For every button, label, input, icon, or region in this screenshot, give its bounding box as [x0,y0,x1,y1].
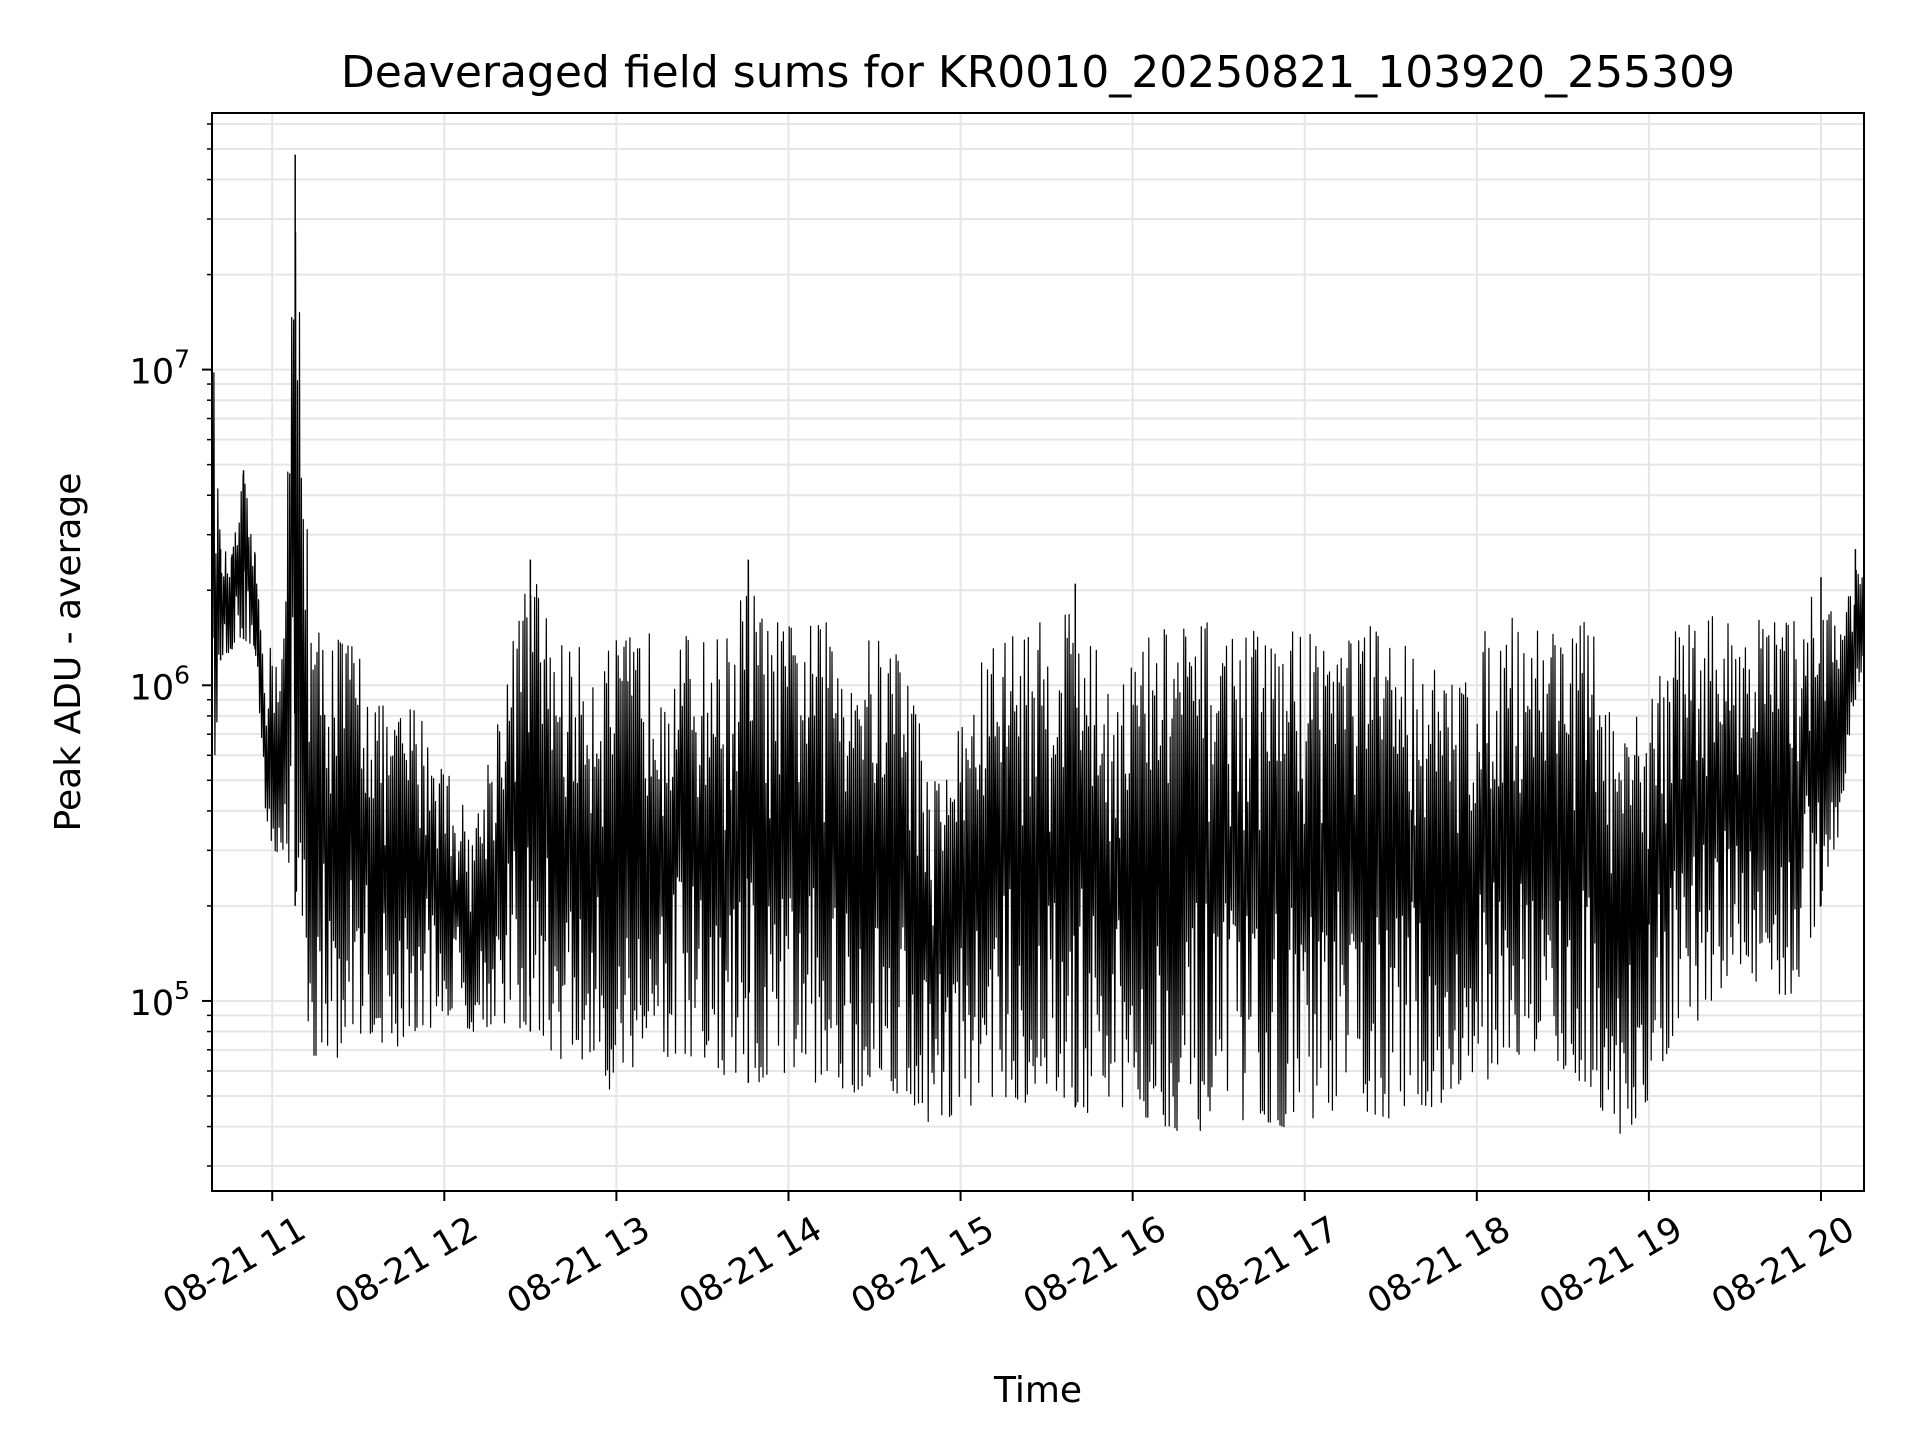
x-axis-label: Time [993,1370,1082,1411]
plot-area [211,112,1865,1192]
chart-title: Deaveraged field sums for KR0010_2025082… [341,47,1735,98]
series-line [211,231,1865,1134]
y-tick-label: 106 [130,660,190,708]
y-axis-label: Peak ADU - average [48,473,89,832]
y-tick-label: 107 [130,345,190,393]
plot-frame [211,112,1865,1192]
